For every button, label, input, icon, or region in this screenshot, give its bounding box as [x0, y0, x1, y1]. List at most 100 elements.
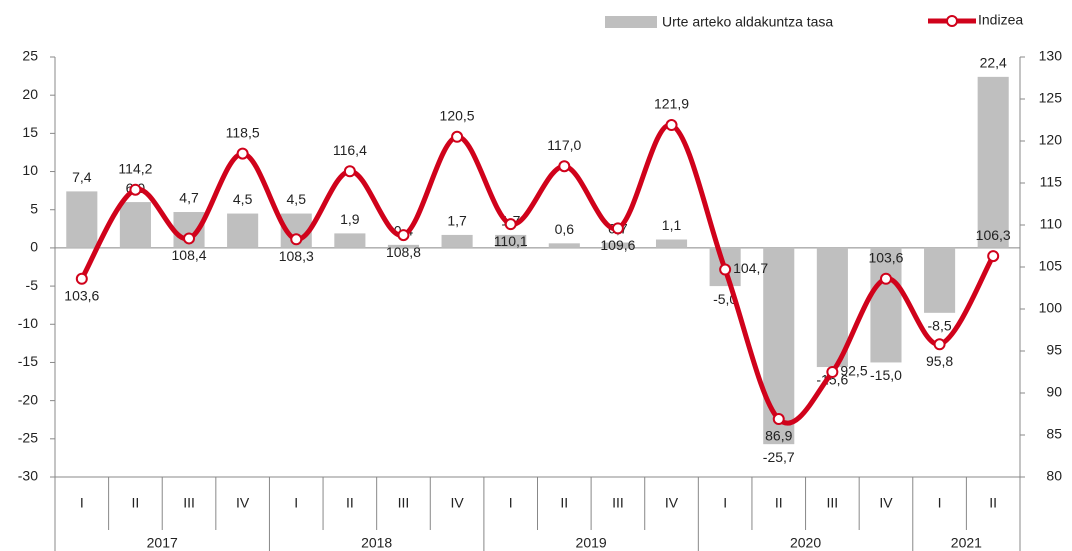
index-marker	[183, 232, 196, 245]
y-tick-label: -15	[18, 353, 38, 369]
x-tick-label: IV	[665, 495, 679, 511]
y2-tick-label: 105	[1039, 258, 1063, 274]
bar-value-label: 22,4	[980, 55, 1007, 71]
index-marker	[611, 222, 624, 235]
x-tick-label: II	[775, 495, 783, 511]
x-tick-label: IV	[879, 495, 893, 511]
y2-tick-label: 95	[1046, 342, 1062, 358]
index-value-label: 92,5	[840, 363, 867, 379]
y2-tick-label: 115	[1040, 174, 1063, 190]
bar-value-label: 0,6	[555, 221, 575, 237]
legend-label: Urte arteko aldakuntza tasa	[662, 14, 833, 30]
index-value-label: 108,4	[172, 247, 207, 263]
bar	[816, 247, 848, 368]
y2-tick-label: 125	[1039, 90, 1063, 106]
bar	[870, 247, 902, 363]
y-tick-label: -20	[18, 391, 38, 407]
bar	[119, 202, 151, 248]
y-tick-label: 5	[30, 200, 38, 216]
index-value-label: 110,1	[494, 233, 528, 249]
bar	[66, 191, 98, 248]
x-tick-label: II	[560, 495, 568, 511]
legend-swatch	[605, 16, 657, 28]
index-value-label: 120,5	[440, 108, 475, 124]
legend-swatch	[946, 15, 958, 27]
index-marker	[719, 263, 732, 276]
index-value-label: 114,2	[118, 160, 152, 176]
index-value-label: 86,9	[765, 428, 792, 444]
index-marker	[343, 165, 356, 178]
index-value-label: 117,0	[547, 137, 581, 153]
bar-value-label: -25,7	[763, 449, 795, 465]
bar	[924, 247, 956, 313]
index-marker	[504, 218, 517, 231]
group-label: 2018	[361, 535, 392, 551]
bar	[227, 213, 259, 248]
y-tick-label: -5	[26, 277, 39, 293]
x-tick-label: IV	[236, 495, 250, 511]
bar-value-label: 7,4	[72, 169, 92, 185]
bar-value-label: 4,7	[179, 190, 199, 206]
index-marker	[933, 338, 946, 351]
index-value-label: 121,9	[654, 96, 689, 112]
index-marker	[879, 272, 892, 285]
y-tick-label: 15	[22, 124, 38, 140]
index-value-label: 109,6	[600, 237, 635, 253]
bar	[977, 76, 1009, 248]
x-tick-label: I	[723, 495, 727, 511]
index-marker	[397, 229, 410, 242]
index-marker	[772, 413, 785, 426]
group-label: 2021	[951, 535, 982, 551]
x-tick-label: II	[346, 495, 354, 511]
x-tick-label: III	[612, 495, 624, 511]
x-tick-label: III	[398, 495, 410, 511]
y-tick-label: -10	[18, 315, 38, 331]
index-marker	[451, 130, 464, 143]
y2-tick-label: 110	[1040, 216, 1063, 232]
x-tick-label: III	[827, 495, 839, 511]
x-tick-label: III	[183, 495, 195, 511]
x-tick-label: I	[509, 495, 513, 511]
index-value-label: 104,7	[733, 260, 768, 276]
y-tick-label: -25	[18, 430, 38, 446]
index-marker	[290, 233, 303, 246]
y2-tick-label: 120	[1039, 132, 1063, 148]
index-marker	[987, 250, 1000, 263]
bar-value-label: 1,7	[447, 213, 467, 229]
index-marker	[75, 272, 88, 285]
index-value-label: 103,6	[64, 287, 99, 303]
y-tick-label: 25	[22, 48, 38, 64]
x-tick-label: I	[294, 495, 298, 511]
index-value-label: 106,3	[976, 227, 1011, 243]
bar-value-label: 4,5	[233, 191, 253, 207]
index-value-label: 108,8	[386, 244, 421, 260]
bar	[387, 244, 420, 248]
bar	[495, 234, 527, 248]
bar-value-label: 1,1	[662, 217, 682, 233]
index-marker	[826, 366, 839, 378]
group-label: 2020	[790, 535, 821, 551]
index-value-label: 95,8	[926, 353, 953, 369]
index-marker	[129, 183, 142, 196]
index-value-label: 108,3	[279, 248, 314, 264]
y-tick-label: 0	[30, 239, 38, 255]
bar-value-label: -8,5	[928, 318, 952, 334]
y2-tick-label: 80	[1046, 468, 1062, 484]
bar	[763, 247, 795, 445]
x-tick-label: I	[80, 495, 84, 511]
bar	[655, 239, 688, 248]
legend-label: Indizea	[978, 12, 1023, 28]
bar-value-label: -15,0	[870, 367, 902, 383]
index-value-label: 116,4	[333, 142, 367, 158]
bar	[441, 234, 473, 248]
bar	[548, 243, 580, 248]
x-tick-label: I	[938, 495, 942, 511]
group-label: 2017	[147, 535, 178, 551]
bar-value-label: 1,9	[340, 211, 360, 227]
index-marker	[236, 147, 249, 160]
group-label: 2019	[576, 535, 607, 551]
index-value-label: 103,6	[868, 249, 903, 265]
index-value-label: 118,5	[226, 124, 260, 140]
y2-tick-label: 100	[1039, 300, 1063, 316]
